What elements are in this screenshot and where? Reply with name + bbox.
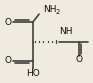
Text: O: O [5,56,12,65]
Text: NH: NH [60,27,73,36]
Text: O: O [5,18,12,27]
Text: NH: NH [43,5,56,14]
Text: HO: HO [26,69,39,78]
Text: 2: 2 [55,9,60,15]
Text: O: O [76,55,83,64]
